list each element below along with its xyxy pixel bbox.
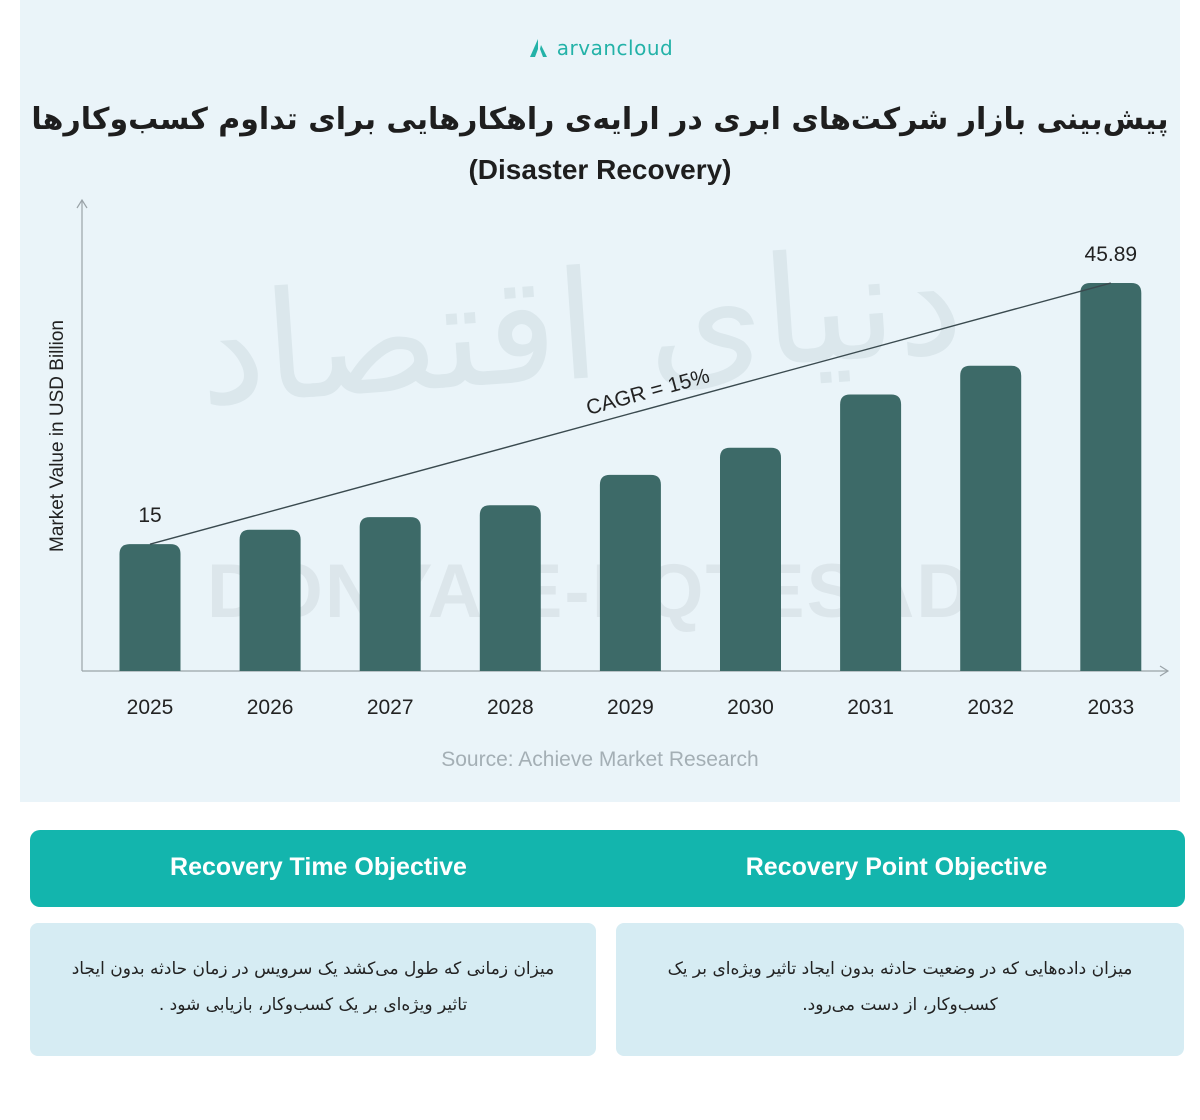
cagr-trend-line xyxy=(149,282,1111,545)
y-axis-arrow-icon xyxy=(76,198,88,209)
bar-chart: Market Value in USD Billion 2025 15 2026 202… xyxy=(47,198,1170,719)
x-tick-label-2031: 2031 xyxy=(847,696,894,719)
bar-2029 xyxy=(599,474,661,671)
chart-title: پیش‌بینی بازار شرکت‌های ابری در ارایه‌ی … xyxy=(31,102,1169,137)
rpo-description: میزان داده‌هایی که در وضعیت حادثه بدون ا… xyxy=(667,959,1133,1015)
x-tick-label-2029: 2029 xyxy=(607,696,654,719)
chart-source: Source: Achieve Market Research xyxy=(441,748,759,771)
x-tick-label-2026: 2026 xyxy=(247,696,294,719)
brand-name: arvancloud xyxy=(556,36,674,60)
rto-title: Recovery Time Objective xyxy=(170,853,467,881)
bar-2031 xyxy=(840,394,902,671)
bar-2027 xyxy=(359,517,421,671)
x-tick-label-2033: 2033 xyxy=(1087,696,1134,719)
x-axis-arrow-icon xyxy=(1159,665,1170,677)
brand-header: arvancloud xyxy=(0,36,1200,60)
rto-card: میزان زمانی که طول می‌کشد یک سرویس در زم… xyxy=(30,923,596,1056)
arvancloud-logo-icon xyxy=(529,39,547,57)
bar-2032 xyxy=(960,365,1022,671)
objectives-header: Recovery Time Objective Recovery Point O… xyxy=(30,830,1185,907)
x-tick-label-2027: 2027 xyxy=(367,696,414,719)
y-axis-label: Market Value in USD Billion xyxy=(47,320,68,552)
bar-2028 xyxy=(479,505,541,671)
x-tick-label-2032: 2032 xyxy=(967,696,1014,719)
bar-2025 xyxy=(119,544,181,671)
rto-description: میزان زمانی که طول می‌کشد یک سرویس در زم… xyxy=(71,959,555,1015)
data-label-2033: 45.89 xyxy=(1085,243,1138,266)
cagr-annotation: CAGR = 15% xyxy=(584,364,712,419)
rpo-card: میزان داده‌هایی که در وضعیت حادثه بدون ا… xyxy=(616,923,1184,1056)
rpo-title: Recovery Point Objective xyxy=(745,853,1048,881)
x-tick-label-2028: 2028 xyxy=(487,696,534,719)
x-tick-label-2025: 2025 xyxy=(127,696,174,719)
bar-2026 xyxy=(239,529,301,671)
chart-subtitle: (Disaster Recovery) xyxy=(468,154,732,185)
data-label-2025: 15 xyxy=(138,504,161,527)
bar-2033 xyxy=(1080,283,1142,671)
bar-2030 xyxy=(720,447,781,671)
x-tick-label-2030: 2030 xyxy=(727,696,774,719)
